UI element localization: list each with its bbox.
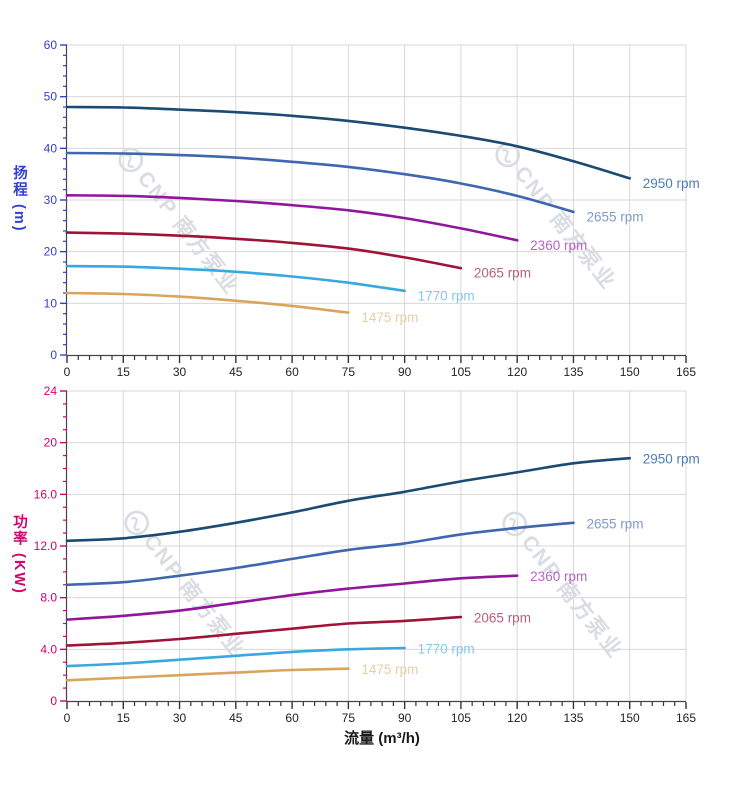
y-tick-label: 20 [44, 436, 58, 450]
x-tick-label: 60 [285, 711, 299, 725]
series-labels-layer: 2950 rpm 2655 rpm 2360 rpm 2065 rpm 1770 rpm… [361, 176, 699, 677]
curve-1770-rpm [65, 646, 406, 668]
x-tick-label: 105 [451, 711, 471, 725]
flow-axis-title: 流量 (m³/h) [344, 730, 420, 747]
x-tick-label: 30 [173, 711, 187, 725]
watermark-logo-wave-icon [509, 518, 519, 532]
watermark-logo-icon [124, 510, 150, 536]
y-tick-label: 12.0 [34, 539, 58, 553]
y-tick-label: 10 [44, 296, 58, 310]
y-tick-label: 16.0 [34, 487, 58, 501]
series-label-1475-rpm: 1475 rpm [361, 310, 418, 325]
curve-2065-rpm [65, 615, 463, 647]
series-label-2360-rpm: 2360 rpm [530, 238, 587, 253]
watermark-logo-wave-icon [131, 517, 141, 531]
x-tick-label: 45 [229, 365, 243, 379]
series-label-2655-rpm: 2655 rpm [586, 516, 643, 531]
watermark-logo-wave-icon [502, 149, 512, 163]
x-tick-label: 90 [398, 365, 412, 379]
head-axis-title: 扬程 (m) [11, 165, 27, 233]
x-tick-label: 105 [451, 365, 471, 379]
x-tick-label: 120 [507, 365, 527, 379]
x-tick-label: 15 [117, 711, 131, 725]
y-tick-label: 40 [44, 141, 58, 155]
curves-layer [65, 105, 631, 682]
x-tick-label: 0 [64, 365, 71, 379]
curve-2655-rpm [65, 521, 575, 587]
x-tick-label: 135 [563, 365, 583, 379]
curve-2065-rpm [65, 231, 463, 270]
y-tick-label: 30 [44, 193, 58, 207]
x-tick-label: 150 [620, 365, 640, 379]
watermark-text: CNP 南方泵业 [133, 166, 244, 299]
y-tick-label: 8.0 [40, 591, 57, 605]
y-tick-label: 24 [44, 384, 58, 398]
curve-1475-rpm [65, 291, 350, 314]
curve-1475-rpm [65, 667, 350, 682]
y-tick-label: 50 [44, 90, 58, 104]
power-axis-title: 功率 (KW) [11, 514, 27, 595]
x-tick-label: 75 [342, 711, 356, 725]
watermark-logo-wave-icon [125, 154, 135, 168]
x-tick-label: 0 [64, 711, 71, 725]
series-label-2950-rpm: 2950 rpm [643, 452, 700, 467]
x-tick-label: 15 [117, 365, 131, 379]
y-tick-label: 0 [50, 348, 57, 362]
y-tick-label: 0 [50, 694, 57, 708]
series-label-1475-rpm: 1475 rpm [361, 662, 418, 677]
curve-1770-rpm [65, 264, 406, 293]
series-label-1770-rpm: 1770 rpm [418, 288, 475, 303]
x-tick-label: 30 [173, 365, 187, 379]
curve-2950-rpm [65, 105, 631, 180]
watermark-text: CNP 南方泵业 [139, 529, 250, 662]
series-label-2950-rpm: 2950 rpm [643, 176, 700, 191]
series-label-2065-rpm: 2065 rpm [474, 266, 531, 281]
x-tick-label: 165 [676, 711, 696, 725]
x-tick-label: 75 [342, 365, 356, 379]
curve-2655-rpm [65, 151, 575, 214]
watermark-text: CNP 南方泵业 [517, 530, 628, 663]
x-tick-label: 120 [507, 711, 527, 725]
series-label-1770-rpm: 1770 rpm [418, 642, 475, 657]
watermark-logo-icon [495, 142, 521, 168]
series-label-2655-rpm: 2655 rpm [586, 209, 643, 224]
x-tick-label: 150 [620, 711, 640, 725]
curve-2360-rpm [65, 574, 519, 621]
series-label-2360-rpm: 2360 rpm [530, 569, 587, 584]
gridlines-layer [67, 44, 687, 701]
x-tick-label: 45 [229, 711, 243, 725]
y-tick-label: 4.0 [40, 642, 57, 656]
x-tick-label: 60 [285, 365, 299, 379]
series-label-2065-rpm: 2065 rpm [474, 611, 531, 626]
y-tick-label: 20 [44, 245, 58, 259]
x-tick-label: 135 [563, 711, 583, 725]
x-tick-label: 165 [676, 365, 696, 379]
y-tick-label: 60 [44, 38, 58, 52]
x-tick-label: 90 [398, 711, 412, 725]
curve-2950-rpm [65, 456, 631, 543]
curve-2360-rpm [65, 194, 519, 242]
watermark-logo-icon [502, 511, 528, 537]
